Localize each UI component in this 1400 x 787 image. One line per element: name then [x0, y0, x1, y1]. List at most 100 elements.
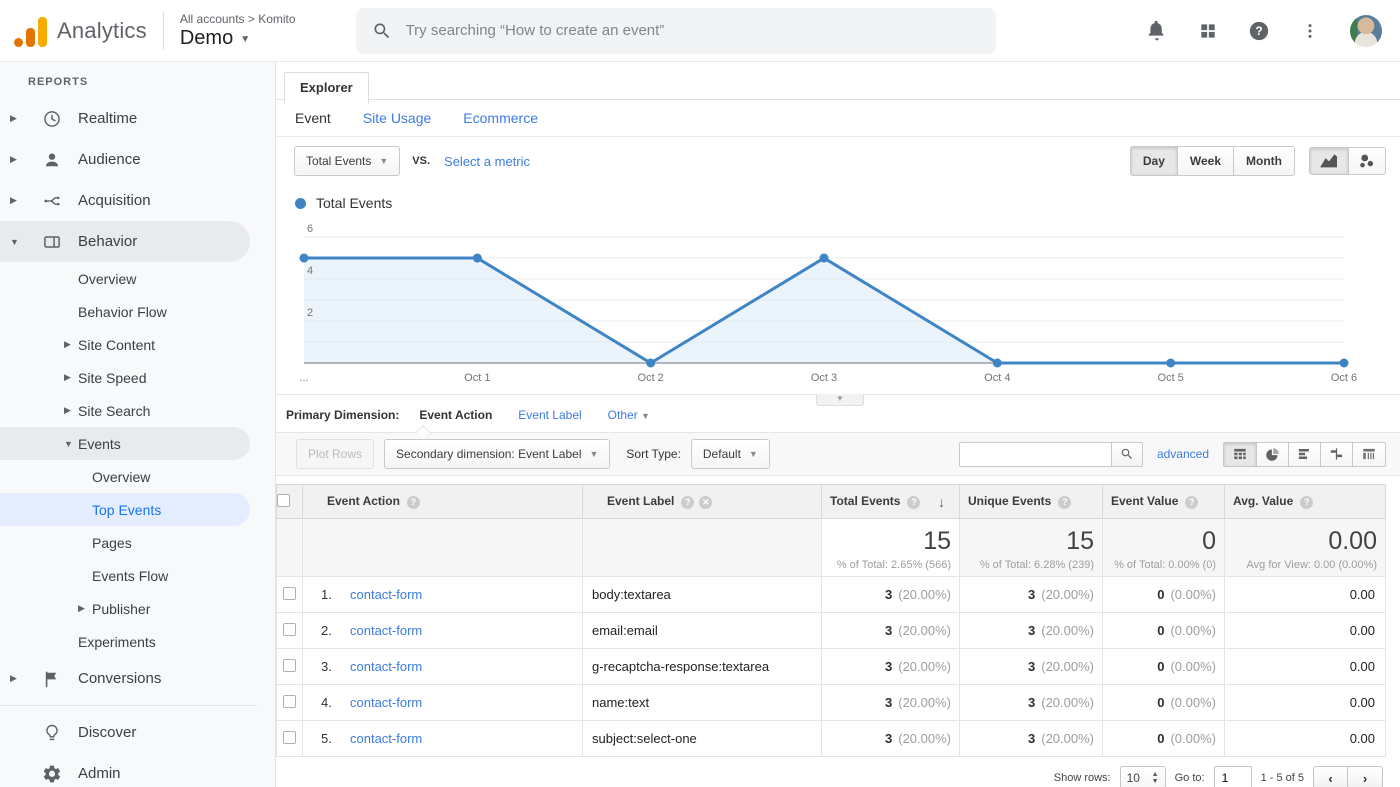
next-page-button[interactable]: › — [1348, 766, 1383, 787]
subnav-site-usage[interactable]: Site Usage — [363, 110, 431, 126]
event-action-link[interactable]: contact-form — [350, 731, 422, 746]
goto-page-input[interactable] — [1214, 766, 1252, 787]
sidebar-item-overview[interactable]: Overview — [0, 262, 275, 295]
sidebar-item-site-search[interactable]: ▶Site Search — [0, 394, 275, 427]
sidebar-item-acquisition[interactable]: ▶Acquisition — [0, 180, 275, 221]
advanced-search-link[interactable]: advanced — [1157, 447, 1209, 461]
help-icon[interactable]: ? — [681, 496, 694, 509]
sidebar-item-realtime[interactable]: ▶Realtime — [0, 98, 275, 139]
sidebar-item-discover[interactable]: Discover — [0, 712, 275, 753]
performance-view-button[interactable] — [1289, 442, 1321, 467]
sidebar-item-experiments[interactable]: Experiments — [0, 625, 275, 658]
notifications-bell-icon[interactable] — [1146, 20, 1168, 42]
subnav-event[interactable]: Event — [295, 110, 331, 126]
remove-secondary-dimension-icon[interactable]: ✕ — [699, 496, 712, 509]
sidebar-item-conversions[interactable]: ▶Conversions — [0, 658, 275, 699]
unique-events-cell: 3(20.00%) — [960, 613, 1103, 649]
data-table-view-button[interactable] — [1223, 442, 1257, 467]
event-action-link[interactable]: contact-form — [350, 587, 422, 602]
pie-chart-icon — [1265, 447, 1280, 462]
granularity-month-button[interactable]: Month — [1234, 146, 1295, 176]
help-icon[interactable]: ? — [907, 496, 920, 509]
row-checkbox[interactable] — [283, 623, 296, 636]
sidebar-item-site-content[interactable]: ▶Site Content — [0, 328, 275, 361]
pivot-view-button[interactable] — [1353, 442, 1386, 467]
metric-selector-dropdown[interactable]: Total Events ▼ — [294, 146, 400, 176]
help-icon[interactable]: ? — [1248, 20, 1270, 42]
sidebar-item-overview[interactable]: Overview — [0, 460, 275, 493]
annotations-drawer-tab[interactable]: ▼ — [816, 394, 864, 406]
svg-text:Oct 2: Oct 2 — [638, 372, 664, 384]
sidebar-item-site-speed[interactable]: ▶Site Speed — [0, 361, 275, 394]
column-header-event-label[interactable]: Event Label?✕ — [583, 485, 822, 519]
dimension-other-dropdown[interactable]: Other ▼ — [608, 408, 650, 422]
motion-chart-view-button[interactable] — [1349, 147, 1386, 175]
collapse-sidebar-icon[interactable]: ← — [223, 780, 237, 787]
plot-rows-button[interactable]: Plot Rows — [296, 439, 374, 469]
row-checkbox[interactable] — [283, 695, 296, 708]
row-checkbox[interactable] — [283, 587, 296, 600]
help-icon[interactable]: ? — [407, 496, 420, 509]
help-icon[interactable]: ? — [1300, 496, 1313, 509]
previous-page-button[interactable]: ‹ — [1313, 766, 1348, 787]
table-search-button[interactable] — [1111, 442, 1143, 467]
column-header-event-value[interactable]: Event Value? — [1103, 485, 1225, 519]
sidebar-item-pages[interactable]: Pages — [0, 526, 275, 559]
column-header-total-events[interactable]: Total Events?↓ — [822, 485, 960, 519]
chevron-right-icon: ▶ — [10, 195, 24, 206]
secondary-dimension-dropdown[interactable]: Secondary dimension: Event Label ▼ — [384, 439, 610, 469]
dimension-event-label[interactable]: Event Label — [518, 408, 581, 422]
sidebar-item-label: Audience — [78, 151, 141, 168]
event-action-link[interactable]: contact-form — [350, 623, 422, 638]
row-checkbox[interactable] — [283, 659, 296, 672]
help-icon[interactable]: ? — [1185, 496, 1198, 509]
percentage-view-button[interactable] — [1257, 442, 1289, 467]
gear-icon — [42, 762, 66, 786]
column-header-avg-value[interactable]: Avg. Value? — [1225, 485, 1386, 519]
account-name: Demo — [180, 27, 233, 50]
show-rows-select[interactable]: 10 ▲▼ — [1120, 766, 1166, 787]
table-row-5: 5.contact-formsubject:select-one3(20.00%… — [277, 721, 1386, 757]
unique-events-cell: 3(20.00%) — [960, 649, 1103, 685]
table-search-input[interactable] — [959, 442, 1111, 467]
sidebar-item-publisher[interactable]: ▶Publisher — [0, 592, 275, 625]
sort-type-dropdown[interactable]: Default ▼ — [691, 439, 770, 469]
sidebar-item-audience[interactable]: ▶Audience — [0, 139, 275, 180]
granularity-day-button[interactable]: Day — [1130, 146, 1178, 176]
select-all-checkbox[interactable] — [277, 494, 290, 507]
user-avatar[interactable] — [1350, 15, 1382, 47]
sidebar-item-behavior-flow[interactable]: Behavior Flow — [0, 295, 275, 328]
search-input[interactable] — [406, 22, 980, 39]
global-search[interactable] — [356, 8, 996, 54]
apps-grid-icon[interactable] — [1198, 21, 1218, 41]
chevron-down-icon: ▼ — [589, 449, 598, 459]
sidebar-item-label: Overview — [78, 271, 136, 287]
event-action-link[interactable]: contact-form — [350, 659, 422, 674]
sidebar-item-label: Experiments — [78, 634, 156, 650]
sidebar-item-label: Site Content — [78, 337, 155, 353]
help-icon[interactable]: ? — [1058, 496, 1071, 509]
sidebar-item-events-flow[interactable]: Events Flow — [0, 559, 275, 592]
sidebar-item-top-events[interactable]: Top Events — [0, 493, 250, 526]
sidebar-item-events[interactable]: ▼Events — [0, 427, 250, 460]
dimension-event-action[interactable]: Event Action — [419, 408, 492, 422]
comparison-view-button[interactable] — [1321, 442, 1353, 467]
column-header-unique-events[interactable]: Unique Events? — [960, 485, 1103, 519]
event-label-cell: email:email — [583, 613, 822, 649]
sidebar-item-behavior[interactable]: ▼Behavior — [0, 221, 250, 262]
row-checkbox[interactable] — [283, 731, 296, 744]
vs-label: VS. — [412, 155, 430, 167]
total-events-cell: 3(20.00%) — [822, 649, 960, 685]
granularity-week-button[interactable]: Week — [1178, 146, 1234, 176]
total-events-line-chart[interactable]: 246...Oct 1Oct 2Oct 3Oct 4Oct 5Oct 6 — [304, 223, 1344, 389]
more-vertical-icon[interactable] — [1300, 21, 1320, 41]
svg-text:Oct 3: Oct 3 — [811, 372, 837, 384]
column-header-event-action[interactable]: Event Action? — [303, 485, 583, 519]
line-chart-view-button[interactable] — [1309, 147, 1349, 175]
event-action-link[interactable]: contact-form — [350, 695, 422, 710]
sort-type-label: Sort Type: — [626, 447, 680, 461]
select-metric-link[interactable]: Select a metric — [444, 154, 530, 169]
tab-explorer[interactable]: Explorer — [284, 72, 369, 104]
subnav-ecommerce[interactable]: Ecommerce — [463, 110, 538, 126]
account-switcher[interactable]: All accounts > Komito Demo ▼ — [180, 12, 296, 50]
